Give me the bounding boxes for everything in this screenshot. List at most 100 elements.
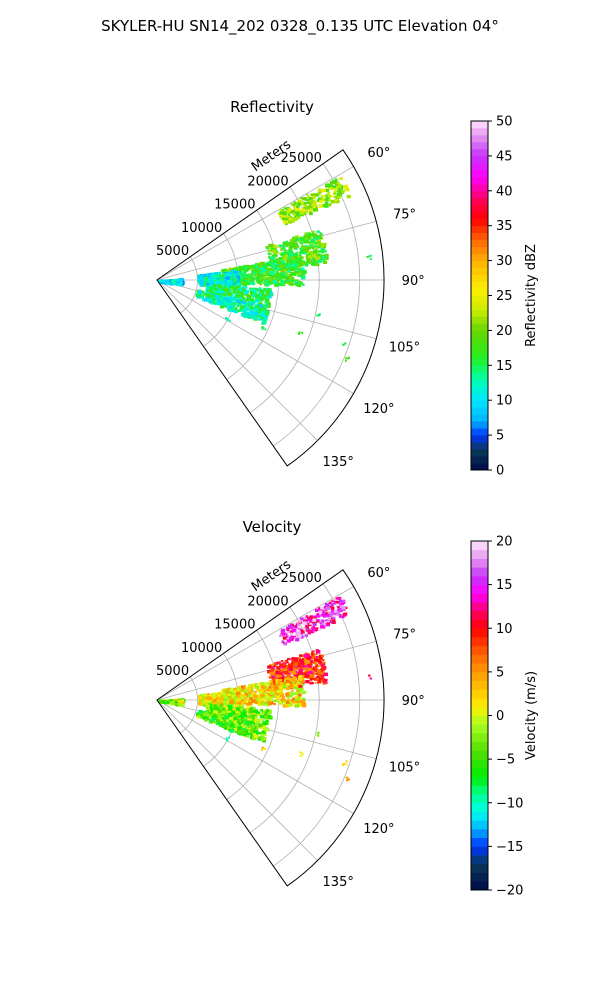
echo-gate [306, 619, 311, 623]
echo-gate [312, 205, 317, 209]
echo-point [260, 749, 263, 751]
echo-gate [300, 197, 303, 200]
echo-gate [211, 714, 216, 718]
echo-point [296, 254, 299, 256]
echo-gate [233, 707, 238, 711]
echo-gate [241, 292, 244, 294]
echo-gate [315, 238, 319, 242]
echo-gate [332, 185, 336, 188]
echo-gate [295, 237, 299, 240]
echo-gate [206, 700, 210, 703]
echo-gate [320, 625, 325, 629]
echo-gate [215, 701, 218, 704]
echo-gate [288, 265, 292, 269]
echo-gate [289, 700, 292, 703]
echo-gate [270, 280, 273, 283]
echo-gate [275, 669, 279, 672]
echo-gate [176, 279, 180, 281]
echo-gate [288, 694, 292, 698]
echo-region [157, 698, 186, 707]
colorbar-segment [471, 421, 488, 429]
echo-gate [263, 287, 266, 290]
echo-gate [226, 279, 232, 284]
echo-gate [248, 708, 254, 712]
echo-point [301, 331, 304, 334]
echo-gate [253, 300, 257, 304]
echo-gate [322, 614, 327, 618]
echo-gate [235, 724, 240, 729]
echo-gate [290, 219, 295, 223]
echo-gate [321, 255, 326, 259]
echo-gate [196, 294, 200, 297]
reflectivity-title: Reflectivity [230, 98, 314, 116]
echo-gate [300, 630, 305, 634]
echo-gate [301, 654, 306, 658]
echo-gate [208, 282, 214, 286]
echo-gate [216, 702, 221, 706]
echo-gate [248, 724, 252, 727]
echo-point [227, 736, 230, 739]
echo-gate [227, 292, 232, 296]
echo-gate [324, 253, 329, 257]
echo-gate [317, 188, 321, 192]
echo-gate [215, 708, 220, 712]
echo-gate [179, 700, 184, 704]
echo-gate [277, 661, 280, 665]
echo-gate [286, 211, 291, 215]
echo-gate [251, 699, 256, 703]
echo-gate [255, 313, 260, 317]
echo-gate [319, 622, 325, 626]
echo-gate [336, 190, 339, 193]
radial-tick-label: 10000 [181, 221, 222, 236]
colorbar-segment [471, 811, 488, 821]
colorbar-segment [471, 724, 488, 734]
echo-gate [226, 724, 230, 728]
echo-gate [311, 203, 316, 207]
echo-gate [323, 261, 328, 264]
echo-gate [159, 700, 163, 703]
echo-gate [297, 667, 300, 670]
colorbar-segment [471, 776, 488, 786]
echo-gate [241, 288, 245, 291]
echo-gate [166, 701, 169, 703]
echo-gate [221, 706, 224, 709]
echo-gate [228, 267, 232, 270]
colorbar-segment [471, 407, 488, 415]
echo-gate [297, 681, 300, 684]
echo-gate [239, 266, 243, 269]
echo-gate [341, 606, 346, 610]
echo-gate [312, 199, 316, 202]
echo-gate [299, 659, 303, 662]
echo-gate [305, 197, 308, 200]
echo-gate [317, 245, 321, 249]
echo-gate [169, 699, 173, 702]
echo-gate [318, 610, 323, 614]
echo-gate [236, 720, 241, 724]
echo-gate [298, 282, 302, 285]
echo-gate [285, 680, 290, 684]
colorbar-segment [471, 558, 488, 568]
echo-gate [279, 701, 283, 704]
echo-gate [279, 268, 282, 270]
echo-gate [314, 682, 317, 684]
echo-gate [292, 203, 297, 207]
echo-gate [294, 692, 298, 696]
echo-gate [170, 279, 174, 282]
echo-gate [271, 275, 276, 279]
echo-gate [321, 659, 325, 662]
echo-gate [252, 299, 255, 302]
echo-gate [292, 258, 295, 261]
colorbar-segment [471, 155, 488, 164]
echo-point [226, 318, 229, 321]
echo-gate [277, 267, 281, 270]
echo-gate [321, 665, 325, 668]
echo-gate [258, 263, 262, 267]
echo-gate [301, 214, 304, 217]
echo-gate [269, 699, 273, 702]
echo-gate [270, 253, 273, 255]
echo-point [347, 778, 350, 781]
echo-gate [287, 217, 291, 220]
echo-gate [177, 703, 183, 707]
echo-gate [253, 692, 256, 695]
echo-gate [233, 701, 236, 703]
